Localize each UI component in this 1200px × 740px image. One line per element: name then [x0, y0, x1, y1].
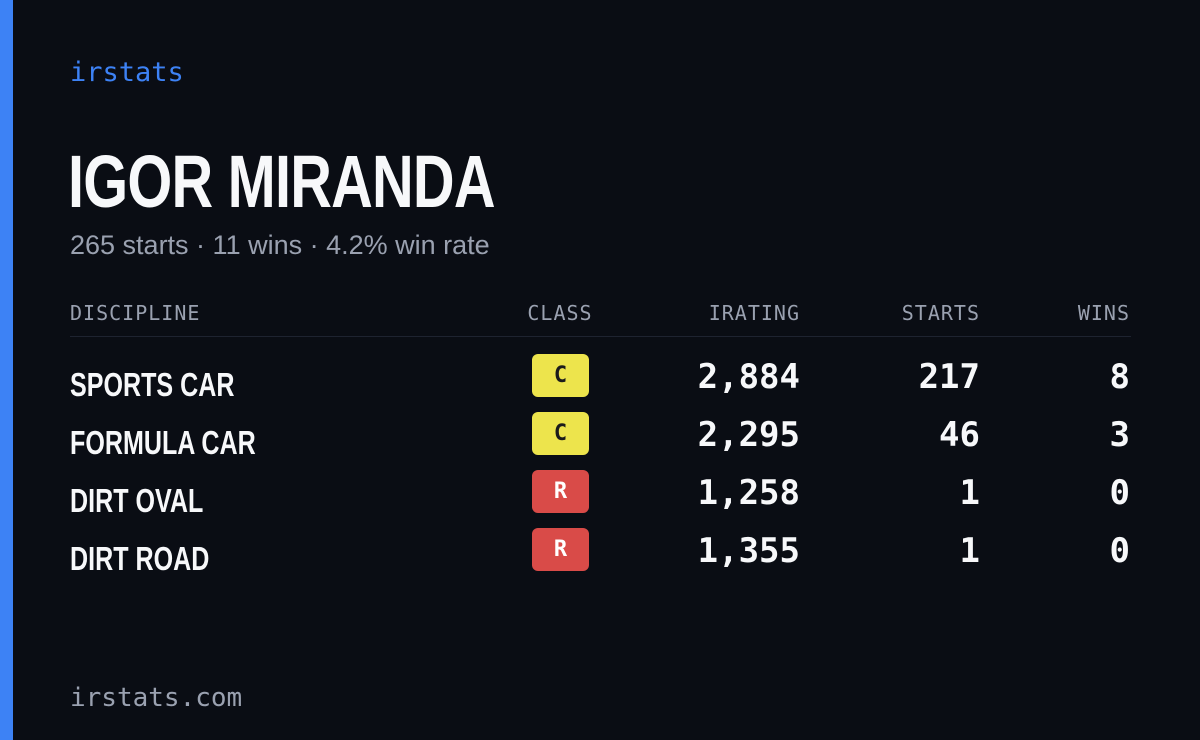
wins-value: 3	[1109, 415, 1130, 455]
starts-value: 217	[918, 357, 980, 397]
table-row: DIRT OVAL R 1,258 1 0	[0, 470, 1200, 528]
starts-value: 1	[959, 473, 980, 513]
header-starts: STARTS	[901, 301, 980, 325]
header-divider	[70, 336, 1131, 337]
table-row: SPORTS CAR C 2,884 217 8	[0, 354, 1200, 412]
starts-value: 1	[959, 531, 980, 571]
driver-name: IGOR MIRANDA	[68, 140, 496, 223]
irating-value: 1,355	[697, 531, 800, 571]
table-row: DIRT ROAD R 1,355 1 0	[0, 528, 1200, 586]
brand-logo: irstats	[70, 57, 184, 88]
irating-value: 2,884	[697, 357, 800, 397]
table-row: FORMULA CAR C 2,295 46 3	[0, 412, 1200, 470]
class-badge: C	[532, 354, 589, 397]
header-wins: WINS	[1077, 301, 1130, 325]
discipline-name: DIRT OVAL	[70, 482, 204, 519]
class-badge: R	[532, 528, 589, 571]
discipline-name: SPORTS CAR	[70, 366, 235, 403]
driver-summary: 265 starts · 11 wins · 4.2% win rate	[70, 230, 490, 260]
irating-value: 2,295	[697, 415, 800, 455]
irating-value: 1,258	[697, 473, 800, 513]
wins-value: 8	[1109, 357, 1130, 397]
discipline-name: DIRT ROAD	[70, 540, 210, 577]
accent-bar	[0, 0, 13, 740]
header-discipline: DISCIPLINE	[70, 301, 201, 325]
header-class: CLASS	[527, 301, 593, 325]
discipline-name: FORMULA CAR	[70, 424, 256, 461]
footer-domain: irstats.com	[70, 683, 243, 713]
header-irating: IRATING	[708, 301, 800, 325]
wins-value: 0	[1109, 531, 1130, 571]
class-badge: R	[532, 470, 589, 513]
starts-value: 46	[939, 415, 980, 455]
class-badge: C	[532, 412, 589, 455]
wins-value: 0	[1109, 473, 1130, 513]
